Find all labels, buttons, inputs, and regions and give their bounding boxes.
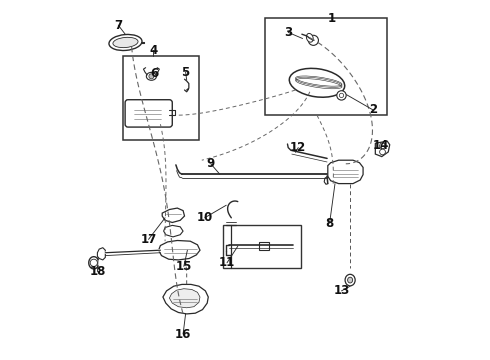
Text: 8: 8 [325, 217, 334, 230]
Ellipse shape [109, 35, 142, 50]
Text: 13: 13 [333, 284, 349, 297]
Circle shape [308, 35, 318, 45]
Circle shape [149, 74, 154, 79]
Circle shape [337, 91, 346, 100]
Text: 17: 17 [141, 233, 157, 246]
Text: 2: 2 [369, 103, 377, 116]
Text: 5: 5 [181, 66, 190, 78]
Text: 7: 7 [114, 19, 122, 32]
Text: 11: 11 [219, 256, 235, 269]
Circle shape [90, 259, 98, 266]
Text: 15: 15 [175, 260, 192, 273]
Polygon shape [163, 284, 208, 314]
Polygon shape [375, 141, 390, 157]
Text: 16: 16 [175, 328, 191, 341]
Ellipse shape [347, 277, 353, 283]
Text: 4: 4 [149, 44, 157, 57]
Ellipse shape [147, 72, 156, 80]
Polygon shape [159, 240, 200, 260]
Ellipse shape [113, 37, 138, 48]
Ellipse shape [345, 274, 355, 286]
FancyBboxPatch shape [125, 100, 172, 127]
Text: 10: 10 [196, 211, 213, 224]
Text: 6: 6 [150, 67, 158, 80]
Circle shape [380, 143, 386, 149]
Bar [123, 56, 199, 140]
Polygon shape [164, 225, 183, 237]
Text: 18: 18 [89, 265, 105, 278]
Text: 1: 1 [327, 12, 336, 25]
Text: 14: 14 [373, 139, 389, 152]
Text: 12: 12 [290, 141, 306, 154]
Bar [223, 225, 301, 268]
Text: 3: 3 [284, 26, 292, 39]
Circle shape [380, 149, 386, 155]
Polygon shape [162, 208, 185, 222]
Polygon shape [98, 248, 105, 260]
Polygon shape [328, 160, 363, 184]
Circle shape [339, 93, 343, 98]
Bar [265, 18, 387, 115]
Ellipse shape [306, 33, 313, 42]
Text: 9: 9 [207, 157, 215, 170]
Ellipse shape [289, 68, 344, 97]
Polygon shape [170, 289, 200, 308]
Bar [259, 242, 270, 250]
